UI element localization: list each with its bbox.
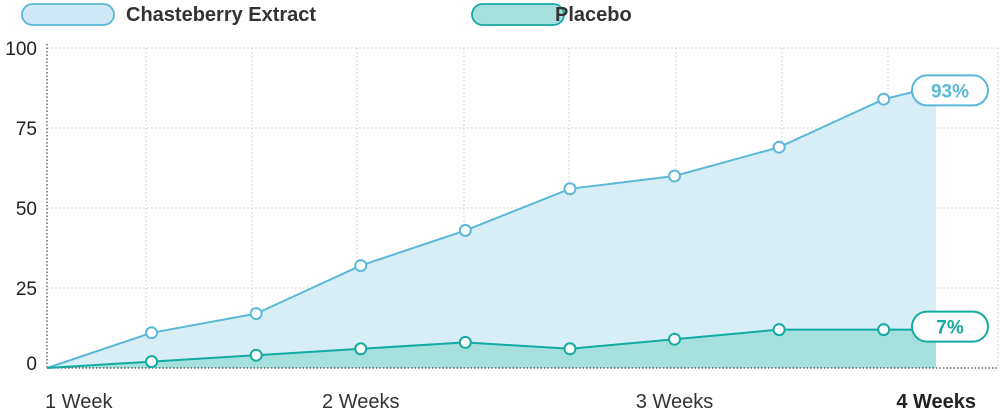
y-tick-label: 75 [16, 119, 37, 140]
line-series-0 [46, 85, 937, 369]
x-tick-label: 4 Weeks [896, 391, 976, 413]
x-axis-ticks: 1 Week 2 Weeks 3 Weeks 4 Weeks [45, 391, 976, 413]
point-series-0 [563, 182, 577, 196]
end-label-0: 93% [931, 81, 969, 102]
y-tick-label: 0 [26, 354, 37, 375]
x-tick-label: 2 Weeks [322, 391, 399, 413]
legend-label-0: Chasteberry Extract [126, 4, 316, 26]
end-label-pill-0 [911, 74, 989, 107]
y-tick-label: 50 [16, 199, 37, 220]
point-series-0 [668, 169, 682, 183]
axes [46, 44, 998, 369]
series-lines [46, 85, 937, 369]
area-series-0 [47, 86, 936, 369]
point-series-0 [145, 326, 159, 340]
point-series-1 [668, 332, 682, 346]
end-labels: 93% 7% [911, 74, 989, 343]
y-tick-label: 100 [5, 39, 37, 60]
point-series-1 [563, 342, 577, 356]
series-areas [47, 86, 936, 369]
legend-swatch-0 [21, 3, 115, 26]
x-tick-label: 1 Week [45, 391, 113, 413]
point-series-0 [772, 140, 786, 154]
y-axis-ticks: 100 75 50 25 0 [5, 39, 37, 375]
point-series-1 [354, 342, 368, 356]
end-label-pill-1 [911, 310, 989, 343]
line-series-1 [46, 328, 936, 369]
point-series-1 [249, 348, 263, 362]
point-series-1 [877, 323, 891, 337]
series-markers [145, 92, 891, 369]
point-series-0 [877, 92, 891, 106]
point-series-1 [145, 355, 159, 369]
legend-swatch-1 [471, 3, 565, 26]
legend: Chasteberry Extract Placebo [21, 3, 632, 26]
y-tick-label: 25 [16, 279, 37, 300]
point-series-1 [772, 323, 786, 337]
end-label-1: 7% [936, 318, 964, 339]
x-tick-label: 3 Weeks [636, 391, 713, 413]
point-series-0 [354, 259, 368, 273]
area-series-1 [47, 329, 936, 368]
point-series-1 [458, 335, 472, 349]
point-series-0 [458, 223, 472, 237]
point-series-0 [249, 307, 263, 321]
legend-label-1: Placebo [555, 4, 632, 26]
